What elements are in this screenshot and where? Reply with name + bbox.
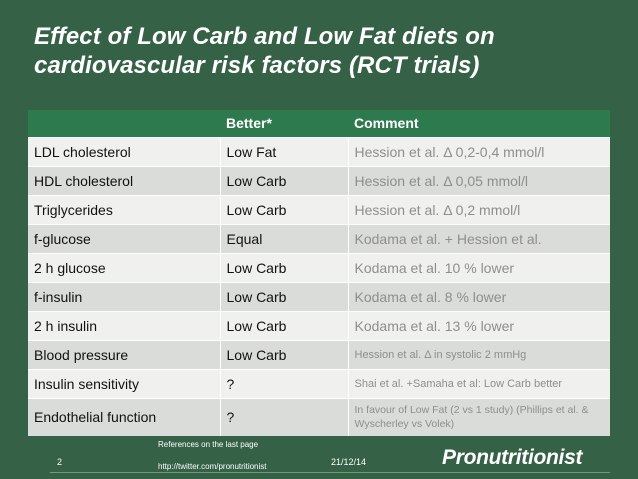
- slide-title-line-1: Effect of Low Carb and Low Fat diets on: [34, 23, 495, 50]
- cell-factor: f-insulin: [28, 281, 221, 311]
- cell-factor: HDL cholesterol: [28, 165, 221, 195]
- cell-factor: Insulin sensitivity: [28, 368, 221, 398]
- table-row: f-glucose Equal Kodama et al. + Hession …: [28, 223, 610, 253]
- cell-better: Equal: [220, 223, 349, 253]
- cell-comment: In favour of Low Fat (2 vs 1 study) (Phi…: [348, 397, 610, 436]
- cell-better: Low Carb: [220, 252, 349, 282]
- cell-better: ?: [220, 368, 349, 398]
- cell-better: Low Carb: [220, 339, 349, 369]
- cell-better: Low Carb: [220, 165, 349, 195]
- table-row: 2 h glucose Low Carb Kodama et al. 10 % …: [28, 252, 610, 282]
- table-row: Endothelial function ? In favour of Low …: [28, 397, 610, 436]
- cell-comment: Kodama et al. 13 % lower: [348, 310, 610, 340]
- page-number: 2: [57, 457, 63, 467]
- table-row: Triglycerides Low Carb Hession et al. Δ …: [28, 194, 610, 224]
- table-row: Blood pressure Low Carb Hession et al. Δ…: [28, 339, 610, 369]
- slide-title-line-2: cardiovascular risk factors (RCT trials): [34, 52, 480, 79]
- cell-comment: Kodama et al. + Hession et al.: [348, 223, 610, 253]
- footer-divider: [50, 472, 610, 473]
- comparison-table: Better* Comment LDL cholesterol Low Fat …: [28, 110, 610, 436]
- pronutritionist-logo: Pronutritionist: [442, 446, 583, 469]
- table-row: Insulin sensitivity ? Shai et al. +Samah…: [28, 368, 610, 398]
- slide-date: 21/12/14: [331, 457, 367, 467]
- references-note: References on the last page: [158, 440, 259, 449]
- twitter-link[interactable]: http://twitter.com/pronutritionist: [158, 462, 267, 471]
- cell-comment: Hession et al. Δ 0,05 mmol/l: [348, 165, 610, 195]
- cell-factor: f-glucose: [28, 223, 221, 253]
- header-cell-comment: Comment: [354, 115, 419, 132]
- table-row: HDL cholesterol Low Carb Hession et al. …: [28, 165, 610, 195]
- cell-better: Low Carb: [220, 310, 349, 340]
- cell-better: Low Carb: [220, 194, 349, 224]
- cell-comment: Shai et al. +Samaha et al: Low Carb bett…: [348, 368, 610, 398]
- cell-factor: Endothelial function: [28, 397, 221, 436]
- cell-factor: Blood pressure: [28, 339, 221, 369]
- slide-title: Effect of Low Carb and Low Fat diets on …: [34, 22, 624, 80]
- cell-better: Low Fat: [220, 136, 349, 166]
- cell-comment: Hession et al. Δ 0,2 mmol/l: [348, 194, 610, 224]
- header-cell-better: Better*: [226, 115, 272, 132]
- header-cell-factor: [28, 110, 220, 137]
- cell-comment: Kodama et al. 10 % lower: [348, 252, 610, 282]
- table-header-row: Better* Comment: [28, 110, 610, 137]
- table-row: 2 h insulin Low Carb Kodama et al. 13 % …: [28, 310, 610, 340]
- cell-better: Low Carb: [220, 281, 349, 311]
- cell-comment: Hession et al. Δ 0,2-0,4 mmol/l: [348, 136, 610, 166]
- cell-factor: 2 h insulin: [28, 310, 221, 340]
- cell-comment: Hession et al. Δ in systolic 2 mmHg: [348, 339, 610, 369]
- cell-comment: Kodama et al. 8 % lower: [348, 281, 610, 311]
- table-row: f-insulin Low Carb Kodama et al. 8 % low…: [28, 281, 610, 311]
- cell-better: ?: [220, 397, 349, 436]
- cell-factor: LDL cholesterol: [28, 136, 221, 166]
- cell-factor: 2 h glucose: [28, 252, 221, 282]
- table-row: LDL cholesterol Low Fat Hession et al. Δ…: [28, 136, 610, 166]
- cell-factor: Triglycerides: [28, 194, 221, 224]
